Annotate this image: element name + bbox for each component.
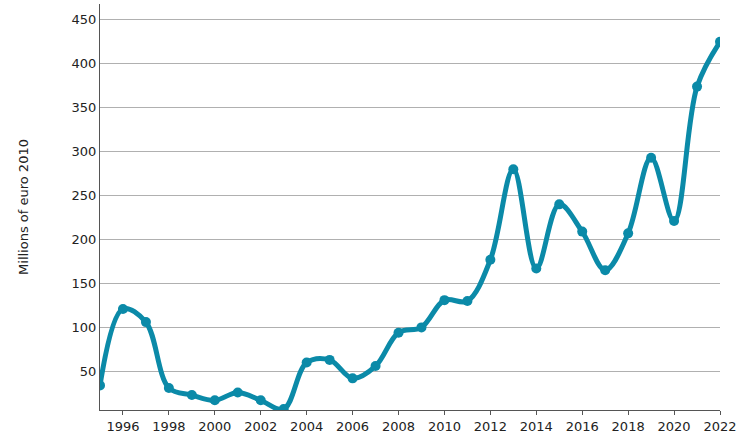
svg-text:2014: 2014 xyxy=(520,419,553,434)
svg-text:450: 450 xyxy=(72,12,97,27)
svg-text:2020: 2020 xyxy=(658,419,691,434)
svg-text:300: 300 xyxy=(72,144,97,159)
svg-text:2012: 2012 xyxy=(474,419,507,434)
svg-text:2006: 2006 xyxy=(336,419,369,434)
svg-text:1996: 1996 xyxy=(106,419,139,434)
svg-text:2018: 2018 xyxy=(612,419,645,434)
svg-text:1998: 1998 xyxy=(152,419,185,434)
svg-text:50: 50 xyxy=(80,364,97,379)
svg-text:250: 250 xyxy=(72,188,97,203)
svg-text:400: 400 xyxy=(72,56,97,71)
svg-text:2010: 2010 xyxy=(428,419,461,434)
svg-text:150: 150 xyxy=(72,276,97,291)
svg-text:350: 350 xyxy=(72,100,97,115)
svg-text:2000: 2000 xyxy=(198,419,231,434)
svg-text:100: 100 xyxy=(72,320,97,335)
svg-text:2008: 2008 xyxy=(382,419,415,434)
svg-text:200: 200 xyxy=(72,232,97,247)
svg-text:2002: 2002 xyxy=(244,419,277,434)
svg-text:2016: 2016 xyxy=(566,419,599,434)
svg-text:Millions of euro 2010: Millions of euro 2010 xyxy=(16,139,31,275)
svg-text:2022: 2022 xyxy=(703,419,736,434)
svg-text:2004: 2004 xyxy=(290,419,323,434)
